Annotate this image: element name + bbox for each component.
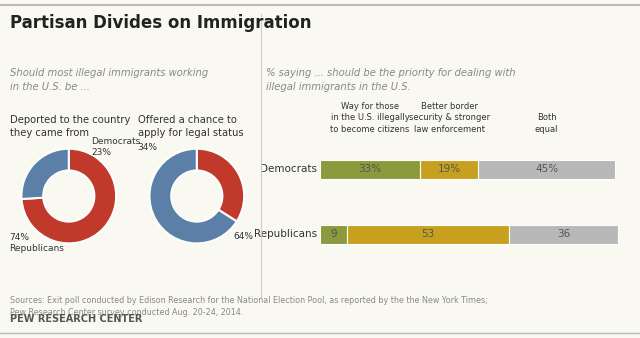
Text: Democrats: Democrats — [260, 164, 317, 174]
Text: Democrats
23%: Democrats 23% — [92, 137, 141, 157]
Text: Sources: Exit poll conducted by Edison Research for the National Election Pool, : Sources: Exit poll conducted by Edison R… — [10, 296, 487, 317]
Text: Should most illegal immigrants working
in the U.S. be ...: Should most illegal immigrants working i… — [10, 68, 208, 92]
Text: Offered a chance to
apply for legal status: Offered a chance to apply for legal stat… — [138, 115, 243, 138]
Text: Way for those
in the U.S. illegally
to become citizens: Way for those in the U.S. illegally to b… — [330, 102, 410, 134]
Bar — [420, 160, 478, 179]
Text: 53: 53 — [421, 230, 435, 239]
Bar — [348, 225, 509, 244]
Wedge shape — [22, 149, 116, 243]
Text: 19%: 19% — [438, 164, 461, 174]
Text: Both
equal: Both equal — [535, 113, 558, 134]
Wedge shape — [22, 149, 69, 199]
Bar — [478, 160, 615, 179]
Text: 9: 9 — [330, 230, 337, 239]
Bar — [320, 160, 420, 179]
Text: Partisan Divides on Immigration: Partisan Divides on Immigration — [10, 14, 311, 31]
Text: Deported to the country
they came from: Deported to the country they came from — [10, 115, 130, 138]
Text: 34%: 34% — [138, 143, 157, 151]
Text: Better border
security & stronger
law enforcement: Better border security & stronger law en… — [409, 102, 490, 134]
Text: % saying ... should be the priority for dealing with
illegal immigrants in the U: % saying ... should be the priority for … — [266, 68, 515, 92]
Text: PEW RESEARCH CENTER: PEW RESEARCH CENTER — [10, 314, 142, 324]
Text: 45%: 45% — [535, 164, 558, 174]
Text: 33%: 33% — [358, 164, 381, 174]
Wedge shape — [196, 149, 244, 221]
Text: Republicans: Republicans — [254, 230, 317, 239]
Bar — [509, 225, 618, 244]
Text: 64%: 64% — [234, 232, 253, 241]
Wedge shape — [150, 149, 237, 243]
Bar — [320, 225, 348, 244]
Text: 36: 36 — [557, 230, 570, 239]
Text: 74%
Republicans: 74% Republicans — [10, 233, 65, 254]
